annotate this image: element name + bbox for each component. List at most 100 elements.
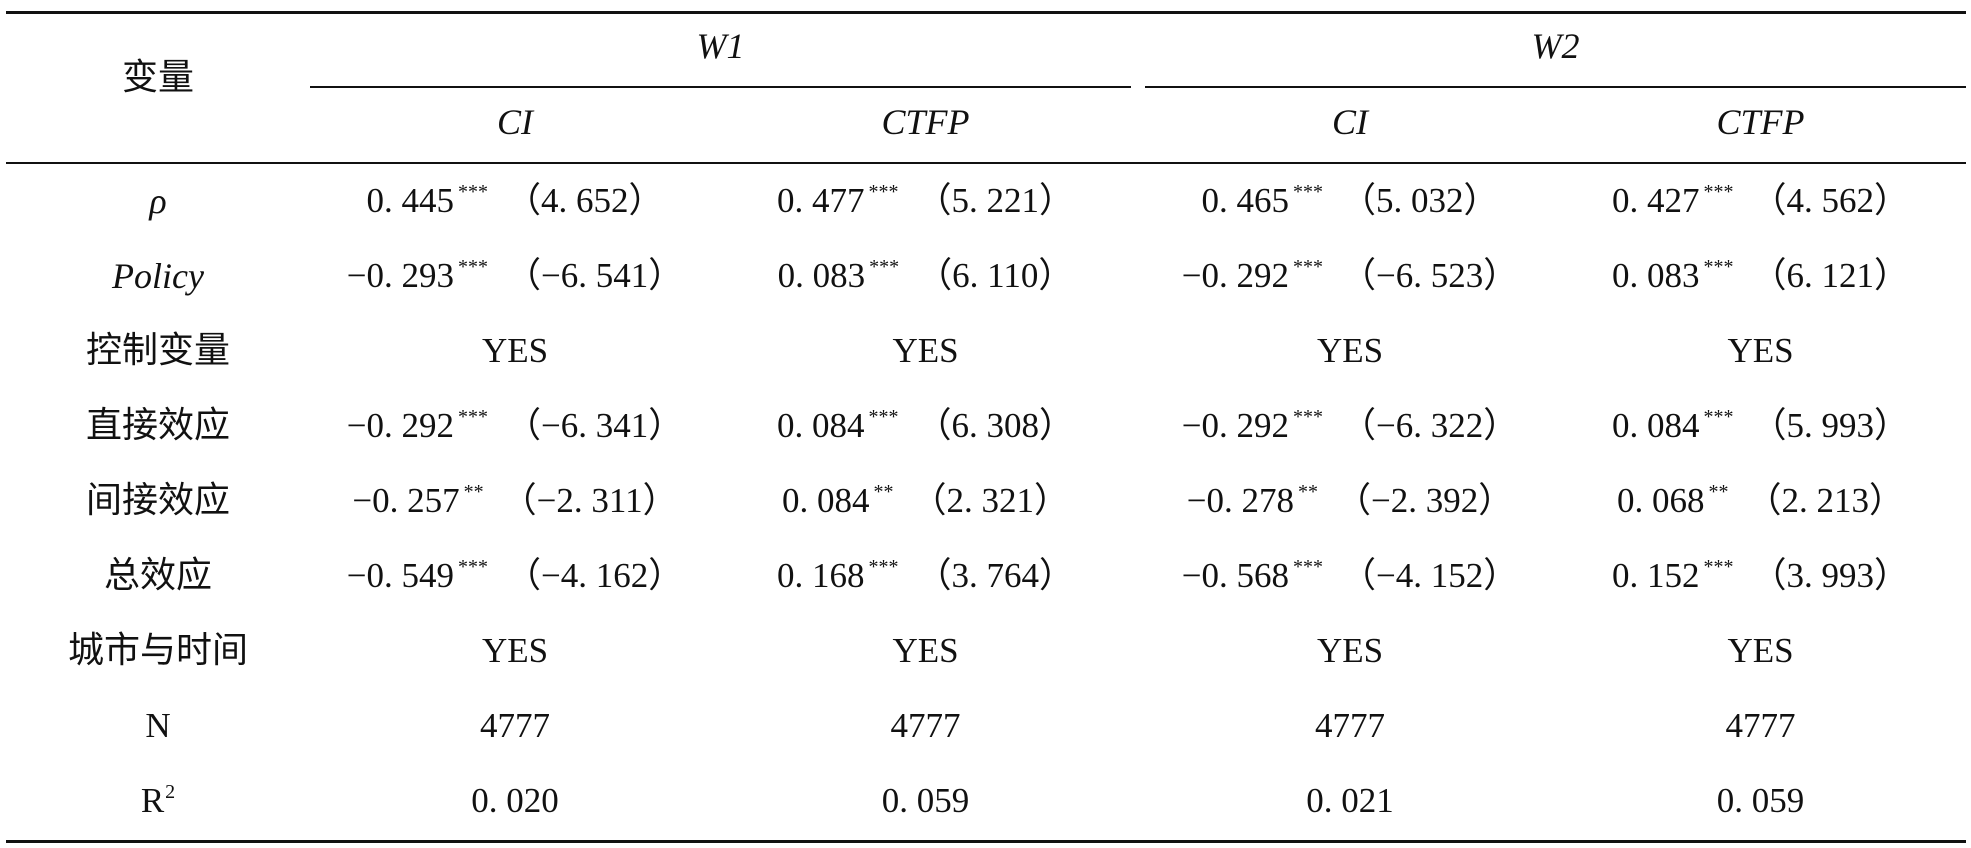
row-label-policy: Policy [112, 256, 204, 296]
t-statistic: （5. 993） [1751, 406, 1909, 445]
significance-stars: *** [1703, 406, 1734, 428]
coef-value: −0. 278 [1186, 481, 1294, 520]
coef-value: 0. 084 [781, 481, 870, 520]
table-cell: 0. 427 *** （4. 562） [1555, 181, 1966, 226]
coef-value: 0. 083 [1611, 256, 1700, 295]
row-label-rho: ρ [149, 181, 167, 221]
table-cell: YES [481, 331, 549, 370]
t-statistic: （3. 764） [916, 556, 1074, 595]
table-cell: 0. 084 *** （5. 993） [1555, 406, 1966, 451]
significance-stars: ** [1708, 481, 1729, 503]
coef-value: −0. 257 [352, 481, 460, 520]
table-bottom-rule [6, 840, 1966, 843]
t-statistic: （3. 993） [1751, 556, 1909, 595]
significance-stars: *** [1293, 256, 1323, 278]
significance-stars: ** [1298, 481, 1318, 503]
table-cell: 0. 083 *** （6. 110） [720, 256, 1131, 301]
t-statistic: （−4. 162） [506, 556, 684, 595]
table-cell: 0. 477 *** （5. 221） [720, 181, 1131, 226]
significance-stars: *** [457, 181, 488, 203]
t-statistic: （−2. 311） [501, 481, 678, 520]
table-cell: −0. 292 *** （−6. 523） [1145, 256, 1555, 301]
header-group-w1: W1 [696, 26, 745, 66]
coef-value: −0. 292 [346, 406, 454, 445]
table-cell: 0. 465 *** （5. 032） [1145, 181, 1555, 226]
coef-value: 0. 084 [1611, 406, 1700, 445]
table-cell: 0. 445 *** （4. 652） [310, 181, 720, 226]
r-label: R [140, 781, 165, 820]
coef-value: 0. 465 [1201, 181, 1289, 220]
t-statistic: （−4. 152） [1341, 556, 1519, 595]
table-cell: YES [1316, 631, 1384, 670]
table-cell: 0. 059 [1716, 781, 1805, 820]
table-cell: YES [1316, 331, 1384, 370]
t-statistic: （−6. 541） [506, 256, 684, 295]
table-cell: −0. 292 *** （−6. 341） [310, 406, 720, 451]
coef-value: −0. 549 [346, 556, 454, 595]
table-cell: 0. 084 *** （6. 308） [720, 406, 1131, 451]
significance-stars: *** [458, 406, 488, 428]
coef-value: 0. 083 [777, 256, 866, 295]
header-col-ctfp-w2: CTFP [1716, 102, 1805, 142]
significance-stars: *** [868, 556, 899, 578]
coef-value: −0. 293 [346, 256, 454, 295]
significance-stars: *** [1703, 181, 1734, 203]
significance-stars: *** [1293, 556, 1323, 578]
coef-value: −0. 292 [1181, 406, 1289, 445]
header-group-w2: W2 [1531, 26, 1580, 66]
table-cell: −0. 292 *** （−6. 322） [1145, 406, 1555, 451]
table-cell: 4777 [890, 706, 961, 745]
t-statistic: （6. 121） [1751, 256, 1909, 295]
row-label-city-time: 城市与时间 [67, 630, 248, 671]
table-cell: 0. 059 [881, 781, 970, 820]
t-statistic: （2. 213） [1746, 481, 1904, 520]
table-cell: 4777 [480, 706, 550, 745]
coef-value: 0. 152 [1611, 556, 1700, 595]
coef-value: −0. 568 [1181, 556, 1289, 595]
significance-stars: *** [1703, 256, 1734, 278]
table-cell: YES [481, 631, 549, 670]
w2-group-underline [1145, 86, 1966, 88]
significance-stars: *** [868, 181, 899, 203]
header-variable-label: 变量 [121, 57, 194, 98]
header-col-ci-w2: CI [1332, 102, 1368, 142]
table-cell: YES [1727, 331, 1794, 370]
t-statistic: （6. 110） [917, 256, 1074, 295]
significance-stars: *** [458, 256, 488, 278]
header-col-ci-w1: CI [497, 102, 533, 142]
significance-stars: *** [1703, 556, 1734, 578]
r-squared-superscript: 2 [165, 781, 176, 803]
t-statistic: （4. 562） [1751, 181, 1909, 220]
t-statistic: （4. 652） [505, 181, 664, 220]
table-cell: YES [892, 331, 959, 370]
coef-value: 0. 477 [776, 181, 865, 220]
table-cell: 0. 152 *** （3. 993） [1555, 556, 1966, 601]
significance-stars: *** [869, 256, 900, 278]
t-statistic: （2. 321） [911, 481, 1069, 520]
coef-value: −0. 292 [1181, 256, 1289, 295]
table-header-rule [6, 162, 1966, 164]
table-cell: −0. 549 *** （−4. 162） [310, 556, 720, 601]
table-cell: 0. 068 ** （2. 213） [1555, 481, 1966, 526]
header-col-ctfp-w1: CTFP [881, 102, 970, 142]
t-statistic: （6. 308） [916, 406, 1074, 445]
significance-stars: *** [458, 556, 488, 578]
coef-value: 0. 168 [776, 556, 865, 595]
table-cell: 0. 020 [471, 781, 559, 820]
row-label-n: N [145, 706, 171, 745]
t-statistic: （−6. 341） [506, 406, 684, 445]
row-label-total-effect: 总效应 [103, 555, 212, 596]
table-cell: YES [1727, 631, 1794, 670]
table-cell: 0. 084 ** （2. 321） [720, 481, 1131, 526]
significance-stars: *** [1293, 406, 1323, 428]
row-label-indirect-effect: 间接效应 [85, 480, 230, 521]
table-top-rule [6, 11, 1966, 14]
row-label-direct-effect: 直接效应 [85, 405, 230, 446]
row-label-controls: 控制变量 [85, 330, 230, 371]
table-cell: 0. 168 *** （3. 764） [720, 556, 1131, 601]
table-cell: 0. 083 *** （6. 121） [1555, 256, 1966, 301]
row-label-r-squared: R2 [6, 781, 310, 826]
t-statistic: （5. 221） [916, 181, 1074, 220]
significance-stars: ** [873, 481, 894, 503]
significance-stars: ** [463, 481, 484, 503]
